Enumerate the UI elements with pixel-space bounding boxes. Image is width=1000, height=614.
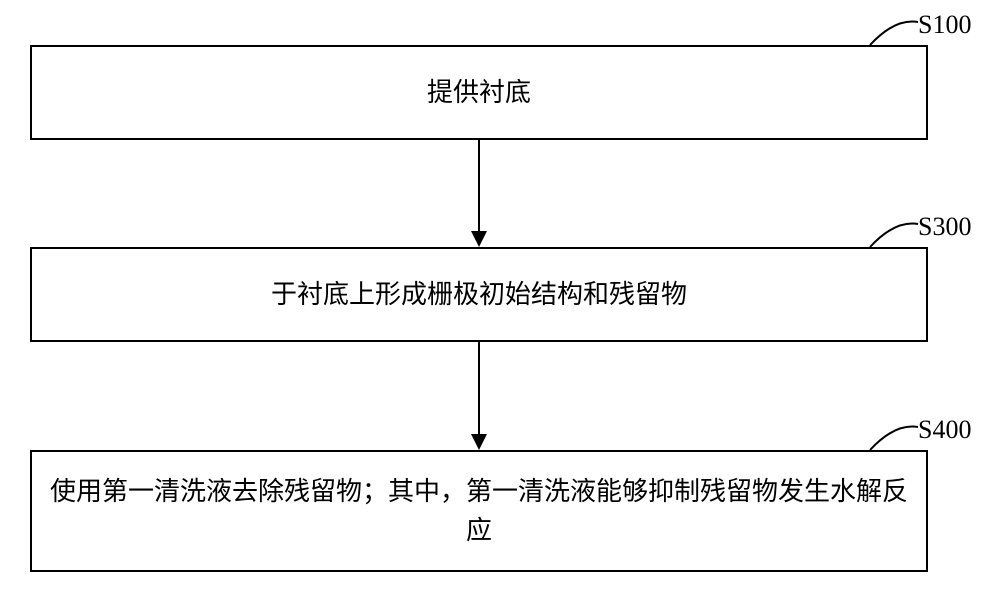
flowchart-canvas: 提供衬底 S100 于衬底上形成栅极初始结构和残留物 S300 使用第一清洗液去… <box>0 0 1000 614</box>
step-label-3: S400 <box>918 415 971 445</box>
leader-curve-3 <box>0 0 1000 614</box>
